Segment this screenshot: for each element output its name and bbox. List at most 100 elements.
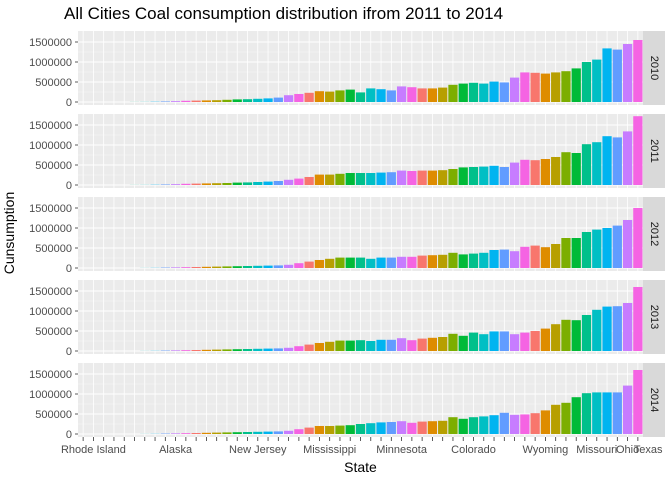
bar bbox=[468, 332, 479, 351]
bar bbox=[509, 251, 520, 268]
bar bbox=[335, 340, 345, 351]
bar bbox=[396, 86, 407, 102]
bar bbox=[232, 182, 242, 185]
bar bbox=[530, 160, 540, 185]
bar bbox=[458, 167, 468, 185]
bar bbox=[294, 346, 304, 351]
bar bbox=[325, 174, 335, 185]
bar bbox=[602, 228, 612, 268]
bar bbox=[499, 412, 509, 434]
bar bbox=[468, 82, 479, 102]
bar bbox=[438, 87, 448, 102]
bar bbox=[396, 256, 407, 268]
bar bbox=[530, 331, 540, 351]
y-tick-label: 1000000 bbox=[29, 389, 72, 401]
y-tick-label: 1000000 bbox=[29, 140, 72, 152]
bar bbox=[417, 338, 427, 351]
bar bbox=[427, 255, 438, 268]
bar bbox=[633, 116, 643, 185]
y-tick-label: 1500000 bbox=[29, 286, 72, 298]
bar bbox=[448, 252, 458, 268]
bar bbox=[386, 90, 396, 102]
facet-strip bbox=[643, 280, 665, 354]
bar bbox=[561, 319, 571, 351]
y-tick-label: 0 bbox=[66, 429, 72, 441]
bar bbox=[448, 84, 458, 102]
bar bbox=[540, 247, 551, 268]
facet-strip-label: 2010 bbox=[648, 56, 660, 80]
bar bbox=[355, 424, 366, 434]
bar bbox=[561, 238, 571, 268]
bar bbox=[355, 257, 366, 268]
bar bbox=[489, 250, 499, 268]
bar bbox=[345, 340, 355, 351]
bar bbox=[438, 170, 448, 185]
bar bbox=[540, 73, 551, 102]
chart-title: All Cities Coal consumption distribution… bbox=[64, 4, 504, 23]
bar bbox=[458, 335, 468, 351]
bar bbox=[212, 349, 222, 351]
bar bbox=[520, 159, 530, 185]
bar bbox=[551, 324, 561, 351]
bar bbox=[242, 99, 253, 102]
bar bbox=[201, 349, 212, 351]
bar bbox=[232, 432, 242, 434]
bar bbox=[581, 144, 592, 185]
bar bbox=[345, 257, 355, 268]
bar bbox=[530, 245, 540, 268]
bar bbox=[622, 220, 633, 268]
y-tick-label: 500000 bbox=[35, 77, 72, 89]
bar bbox=[335, 425, 345, 434]
bar bbox=[386, 257, 396, 268]
bar bbox=[551, 72, 561, 102]
bar bbox=[592, 142, 602, 185]
x-axis-title: State bbox=[344, 459, 377, 475]
bar bbox=[407, 422, 417, 434]
bar bbox=[376, 422, 386, 434]
x-tick-label: Texas bbox=[634, 444, 663, 456]
bar bbox=[396, 338, 407, 351]
bar bbox=[509, 77, 520, 102]
x-tick-label: New Jersey bbox=[229, 444, 287, 456]
bar bbox=[273, 431, 283, 434]
bar bbox=[201, 100, 212, 102]
bar bbox=[509, 334, 520, 351]
bar bbox=[314, 343, 325, 351]
bar bbox=[396, 421, 407, 434]
bar bbox=[242, 182, 253, 185]
bar bbox=[314, 260, 325, 268]
bar bbox=[540, 410, 551, 434]
bar bbox=[520, 72, 530, 102]
x-tick-label: Wyoming bbox=[523, 444, 569, 456]
bar bbox=[273, 97, 283, 102]
y-tick-label: 0 bbox=[66, 263, 72, 275]
bar bbox=[232, 266, 242, 268]
bar bbox=[458, 418, 468, 434]
bar bbox=[581, 315, 592, 351]
bar bbox=[242, 432, 253, 434]
y-tick-label: 1500000 bbox=[29, 37, 72, 49]
y-tick-label: 500000 bbox=[35, 326, 72, 338]
bar bbox=[355, 340, 366, 351]
bar bbox=[335, 90, 345, 102]
bar bbox=[581, 62, 592, 102]
bar bbox=[622, 44, 633, 102]
bar bbox=[592, 59, 602, 102]
bar bbox=[407, 171, 417, 185]
bar bbox=[345, 89, 355, 102]
bar bbox=[273, 348, 283, 351]
bar bbox=[458, 83, 468, 102]
bar bbox=[314, 174, 325, 185]
bar bbox=[304, 261, 314, 268]
bar bbox=[479, 83, 489, 102]
bar bbox=[438, 254, 448, 268]
bar bbox=[201, 266, 212, 268]
y-tick-label: 1000000 bbox=[29, 57, 72, 69]
x-tick-label: Rhode Island bbox=[61, 444, 126, 456]
bar bbox=[417, 88, 427, 102]
bar bbox=[581, 232, 592, 268]
bar bbox=[561, 152, 571, 185]
x-tick-label: Missouri bbox=[576, 444, 617, 456]
bar bbox=[427, 88, 438, 102]
bar bbox=[530, 72, 540, 102]
